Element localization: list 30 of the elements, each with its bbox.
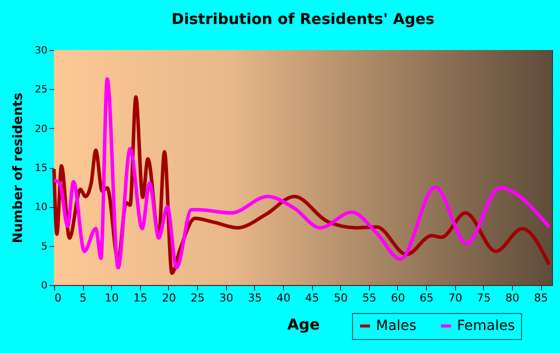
x-tick-label: 80 (505, 292, 520, 304)
y-tick-label: 30 (34, 46, 48, 56)
x-tick-label: 65 (420, 292, 434, 304)
x-axis-title: Age (287, 316, 320, 334)
x-tick-label: 75 (476, 292, 491, 304)
x-tick-label: 15 (133, 292, 148, 304)
y-tick-label: 10 (34, 202, 48, 214)
legend-label: Males (376, 318, 416, 334)
x-tick-label: 5 (80, 292, 87, 304)
y-tick-label: 15 (34, 163, 48, 174)
y-axis-title: Number of residents (10, 92, 26, 244)
x-tick-label: 60 (390, 292, 405, 304)
x-tick-label: 40 (276, 292, 290, 304)
chart-title: Distribution of Residents' Ages (172, 10, 435, 28)
x-tick-label: 0 (54, 292, 62, 304)
x-tick-label: 10 (104, 292, 119, 304)
x-tick-label: 30 (219, 292, 234, 304)
y-tick-label: 0 (41, 280, 48, 292)
x-tick-label: 20 (162, 292, 176, 304)
x-tick-label: 50 (334, 292, 348, 304)
x-tick-label: 25 (190, 292, 205, 304)
y-tick-label: 5 (41, 241, 48, 252)
x-tick-label: 35 (248, 292, 262, 304)
x-tick-label: 55 (362, 292, 376, 304)
y-tick-label: 25 (34, 84, 48, 96)
legend-label: Females (457, 318, 515, 334)
x-tick-label: 85 (534, 292, 548, 304)
x-tick-label: 45 (305, 292, 320, 304)
y-tick-label: 20 (34, 124, 48, 135)
x-tick-label: 70 (448, 292, 462, 304)
